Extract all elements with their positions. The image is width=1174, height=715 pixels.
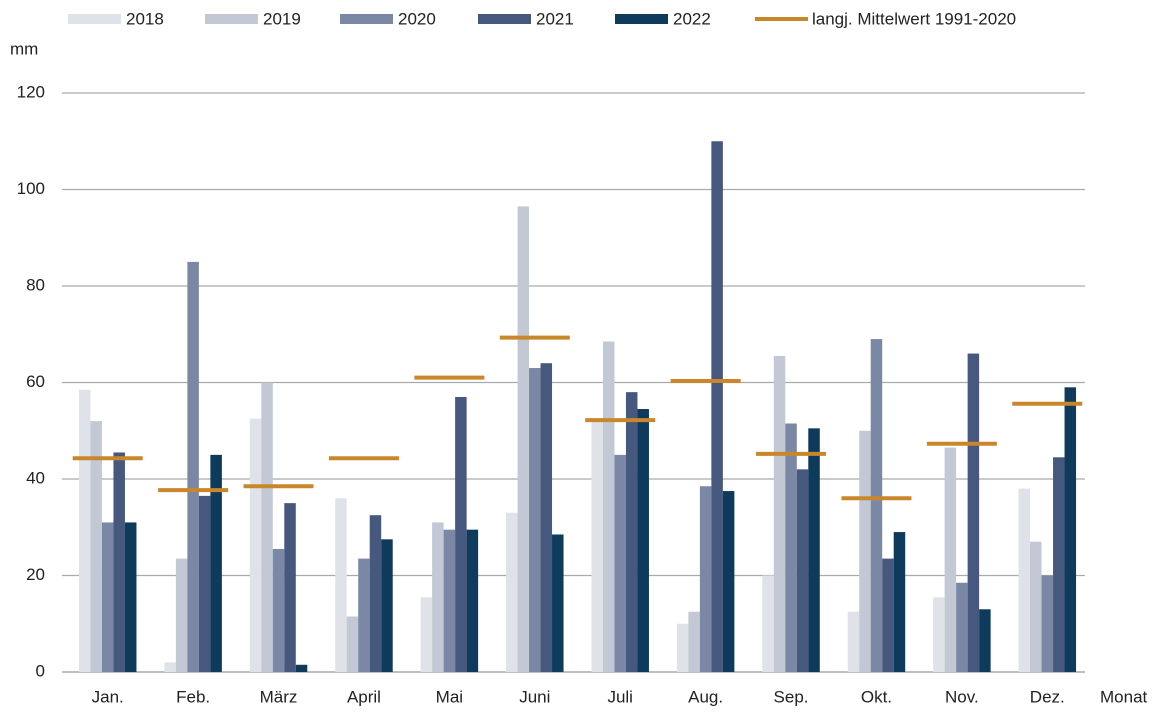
x-tick-label: Sep. [774,687,809,706]
y-tick-label: 0 [36,661,45,680]
legend-swatch [68,14,121,24]
bar [591,421,603,672]
bar [785,423,797,672]
bar [762,575,774,672]
bar [1041,575,1054,672]
bar [847,611,860,672]
bar [187,261,199,672]
bar [432,522,444,672]
bar [466,529,479,672]
bar [602,341,615,672]
bar [517,206,530,672]
bar [552,534,564,672]
bar [335,498,347,672]
y-axis-label: mm [10,39,38,58]
bar [944,447,957,672]
x-tick-label: Juni [519,687,550,706]
bar [722,491,735,672]
y-tick-label: 20 [26,565,45,584]
y-tick-label: 40 [26,468,45,487]
bar [773,355,786,672]
y-tick-label: 100 [17,179,45,198]
bar [420,597,433,672]
bar [979,609,991,672]
bar [506,512,518,672]
bar [1053,457,1065,672]
bar [272,548,285,672]
bar [676,623,689,672]
legend-label: 2021 [536,9,574,28]
bar [859,430,871,672]
bar [358,558,370,672]
legend-swatch [340,14,393,24]
bar [540,363,553,672]
bar [967,353,980,672]
bar [284,503,296,672]
bar [346,616,359,672]
bar [124,522,137,672]
x-tick-label: Mai [436,687,463,706]
bar [113,452,125,672]
bar [175,558,188,672]
bar [101,522,114,672]
bar [295,664,308,672]
bar [381,539,393,672]
bar [261,382,273,672]
bar [210,454,222,672]
x-tick-label: Feb. [176,687,210,706]
bar [711,141,723,672]
legend-swatch [478,14,531,24]
legend-label: 2022 [673,9,711,28]
bar [369,515,382,672]
legend-label: 2019 [263,9,301,28]
bar [699,486,712,672]
x-tick-label: Juli [607,687,633,706]
x-tick-label: Aug. [688,687,723,706]
bar [90,421,102,672]
bar [614,454,626,672]
legend-swatch [615,14,668,24]
bar [529,368,541,672]
x-tick-label: Jan. [92,687,124,706]
bar [893,532,906,672]
bar [796,469,809,672]
bar [1018,488,1031,672]
bar [625,392,638,672]
bar [808,428,820,672]
bar [882,558,894,672]
x-tick-label: Nov. [945,687,979,706]
bar [443,529,456,672]
legend-swatch [205,14,258,24]
bar [688,611,700,672]
bar [933,597,945,672]
y-tick-label: 120 [17,82,45,101]
legend-label: langj. Mittelwert 1991-2020 [812,9,1016,28]
bar [956,582,968,672]
x-tick-label: März [260,687,298,706]
bar [164,662,176,672]
bar [1030,541,1042,672]
bar [637,409,649,672]
x-axis-label: Monat [1100,687,1148,706]
x-tick-label: Okt. [861,687,892,706]
x-tick-label: April [347,687,381,706]
legend-label: 2020 [398,9,436,28]
bar [249,418,262,672]
legend-label: 2018 [126,9,164,28]
bar [198,495,211,672]
bar [455,396,467,672]
y-tick-label: 80 [26,275,45,294]
x-tick-label: Dez. [1030,687,1065,706]
bar [870,339,883,672]
bar [78,389,91,672]
bar [1064,387,1077,672]
y-tick-label: 60 [26,372,45,391]
